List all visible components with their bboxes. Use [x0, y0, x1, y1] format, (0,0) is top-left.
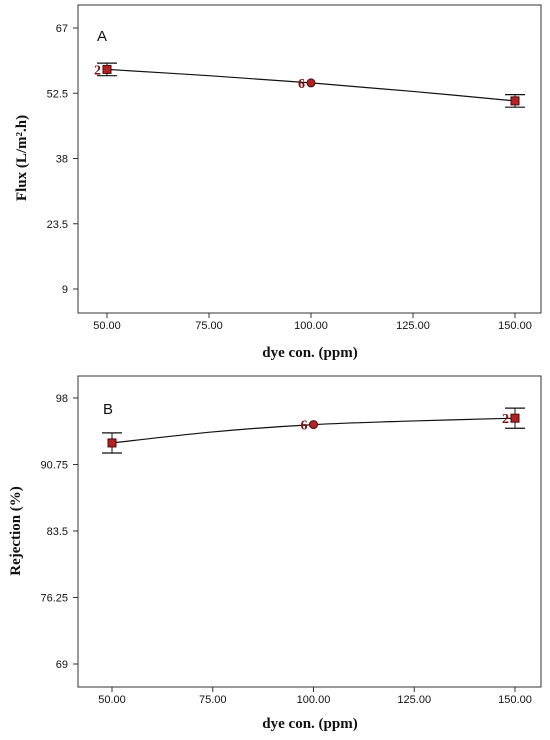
chart-marks: 50.00 75.00 100.00 125.00 150.00 67 52.5 38 23.5…	[47, 23, 532, 332]
y-tick-label: 83.5	[47, 526, 68, 538]
replicate-count-label: 2	[94, 63, 101, 78]
x-tick-label: 125.00	[396, 320, 430, 332]
x-tick-label: 150.00	[498, 320, 532, 332]
flux-panel: A dye con. (ppm) Flux (L/m².h) 50.00 75.0…	[14, 4, 542, 361]
replicate-count-label: 2	[502, 412, 509, 427]
y-axis-title: Rejection (%)	[8, 486, 24, 576]
data-point	[107, 438, 117, 448]
replicate-count-label: 6	[298, 77, 305, 92]
y-tick-label: 69	[56, 659, 68, 671]
data-point	[510, 96, 520, 106]
y-tick-label: 38	[56, 154, 68, 166]
panel-label: A	[97, 28, 107, 45]
panel-label: B	[103, 401, 113, 418]
x-tick-label: 75.00	[199, 694, 227, 706]
plot-area	[77, 375, 542, 688]
data-point	[309, 420, 318, 430]
y-axis-title: Flux (L/m².h)	[14, 115, 30, 201]
y-tick-label: 67	[56, 23, 68, 35]
data-point	[102, 64, 112, 74]
data-point	[510, 413, 520, 423]
x-tick-label: 100.00	[294, 320, 328, 332]
replicate-count-label: 6	[301, 419, 308, 434]
rejection-panel: B dye con. (ppm) Rejection (%) 50.00 75.0…	[8, 375, 542, 732]
data-point	[306, 78, 316, 88]
y-tick-label: 23.5	[47, 219, 68, 231]
y-tick-label: 76.25	[40, 593, 68, 605]
x-tick-label: 50.00	[98, 694, 126, 706]
y-tick-label: 9	[62, 284, 68, 296]
x-tick-label: 75.00	[195, 320, 223, 332]
y-tick-label: 52.5	[47, 88, 68, 100]
y-tick-label: 90.75	[40, 460, 68, 472]
x-tick-label: 50.00	[93, 320, 121, 332]
x-axis-title: dye con. (ppm)	[262, 716, 357, 732]
y-tick-label: 98	[56, 393, 68, 405]
plot-area	[77, 4, 542, 314]
x-tick-label: 125.00	[397, 694, 431, 706]
x-tick-label: 150.00	[498, 694, 532, 706]
chart-marks: 50.00 75.00 100.00 125.00 150.00 98 90.75 83.5 7…	[40, 393, 531, 706]
x-tick-label: 100.00	[297, 694, 331, 706]
x-axis-title: dye con. (ppm)	[262, 345, 357, 361]
